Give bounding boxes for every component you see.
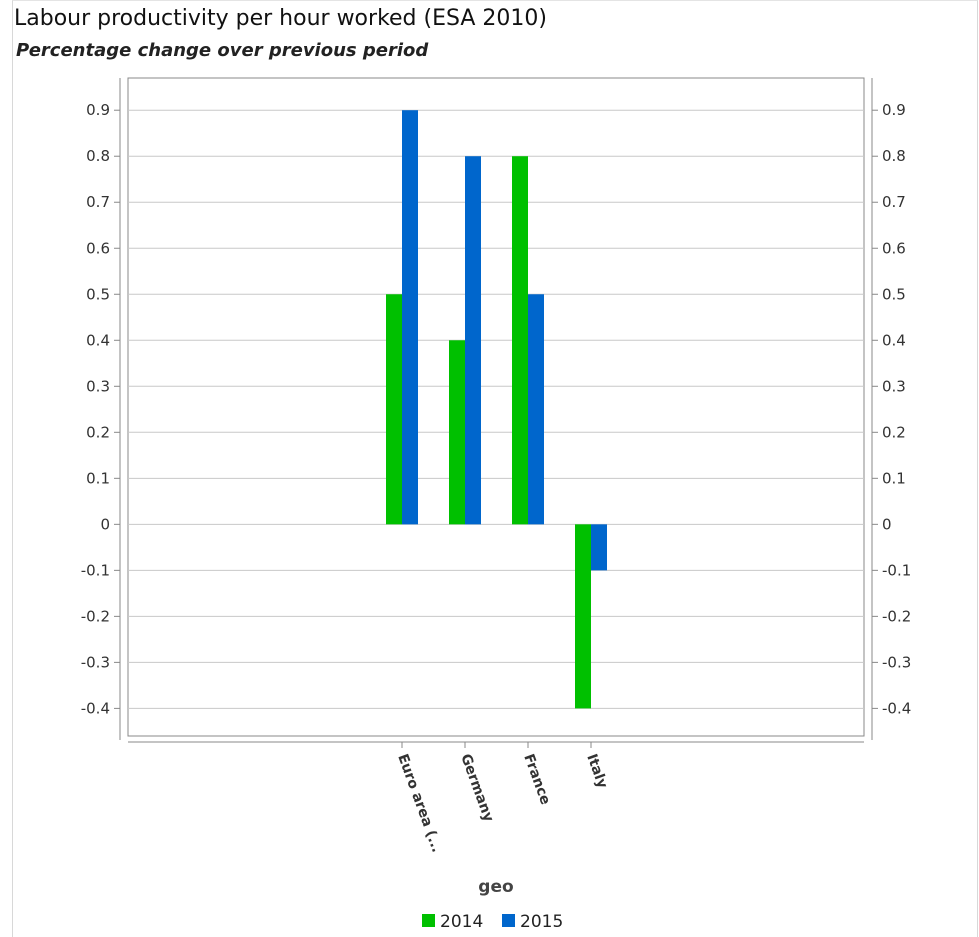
bar-2015-2 — [528, 294, 544, 525]
legend-swatch-2015 — [502, 914, 515, 927]
right-tick-label: 0.9 — [882, 101, 906, 119]
left-tick-label: -0.4 — [81, 699, 110, 717]
right-tick-label: 0.3 — [882, 377, 906, 395]
right-tick-label: 0.1 — [882, 469, 906, 487]
category-label: Germany — [457, 752, 496, 824]
right-tick-label: 0 — [882, 515, 892, 533]
left-tick-label: 0.4 — [86, 331, 110, 349]
x-axis-label: geo — [478, 877, 513, 897]
legend: 2014 2015 — [422, 912, 563, 932]
right-tick-label: 0.7 — [882, 193, 906, 211]
legend-swatch-2014 — [422, 914, 435, 927]
bar-2014-2 — [512, 156, 528, 525]
bar-2015-1 — [465, 156, 481, 525]
bar-2014-0 — [386, 294, 402, 525]
left-tick-label: -0.1 — [81, 561, 110, 579]
right-tick-label: -0.4 — [882, 699, 911, 717]
bar-2014-1 — [449, 340, 465, 525]
chart-subtitle: Percentage change over previous period — [16, 40, 429, 61]
legend-label: 2014 — [440, 912, 483, 932]
left-tick-label: 0.5 — [86, 285, 110, 303]
legend-label: 2015 — [520, 912, 563, 932]
left-tick-label: 0.2 — [86, 423, 110, 441]
right-tick-label: 0.6 — [882, 239, 906, 257]
right-tick-label: 0.5 — [882, 285, 906, 303]
left-tick-label: -0.2 — [81, 607, 110, 625]
right-tick-label: 0.8 — [882, 147, 906, 165]
left-tick-label: 0.6 — [86, 239, 110, 257]
left-tick-label: 0.7 — [86, 193, 110, 211]
right-tick-label: -0.2 — [882, 607, 911, 625]
left-tick-label: -0.3 — [81, 653, 110, 671]
left-tick-label: 0.9 — [86, 101, 110, 119]
bar-2014-3 — [575, 524, 591, 709]
plot-area — [127, 77, 865, 737]
category-label: France — [520, 752, 553, 807]
right-tick-label: -0.3 — [882, 653, 911, 671]
bar-2015-3 — [591, 524, 607, 571]
left-tick-label: 0.8 — [86, 147, 110, 165]
right-tick-label: 0.4 — [882, 331, 906, 349]
category-label: Euro area (... — [394, 752, 444, 855]
chart-frame — [12, 0, 978, 937]
right-tick-label: 0.2 — [882, 423, 906, 441]
category-label: Italy — [583, 752, 610, 791]
bar-2015-0 — [402, 110, 418, 525]
left-tick-label: 0.1 — [86, 469, 110, 487]
chart-title: Labour productivity per hour worked (ESA… — [14, 6, 547, 31]
left-tick-label: 0.3 — [86, 377, 110, 395]
left-tick-label: 0 — [100, 515, 110, 533]
right-tick-label: -0.1 — [882, 561, 911, 579]
